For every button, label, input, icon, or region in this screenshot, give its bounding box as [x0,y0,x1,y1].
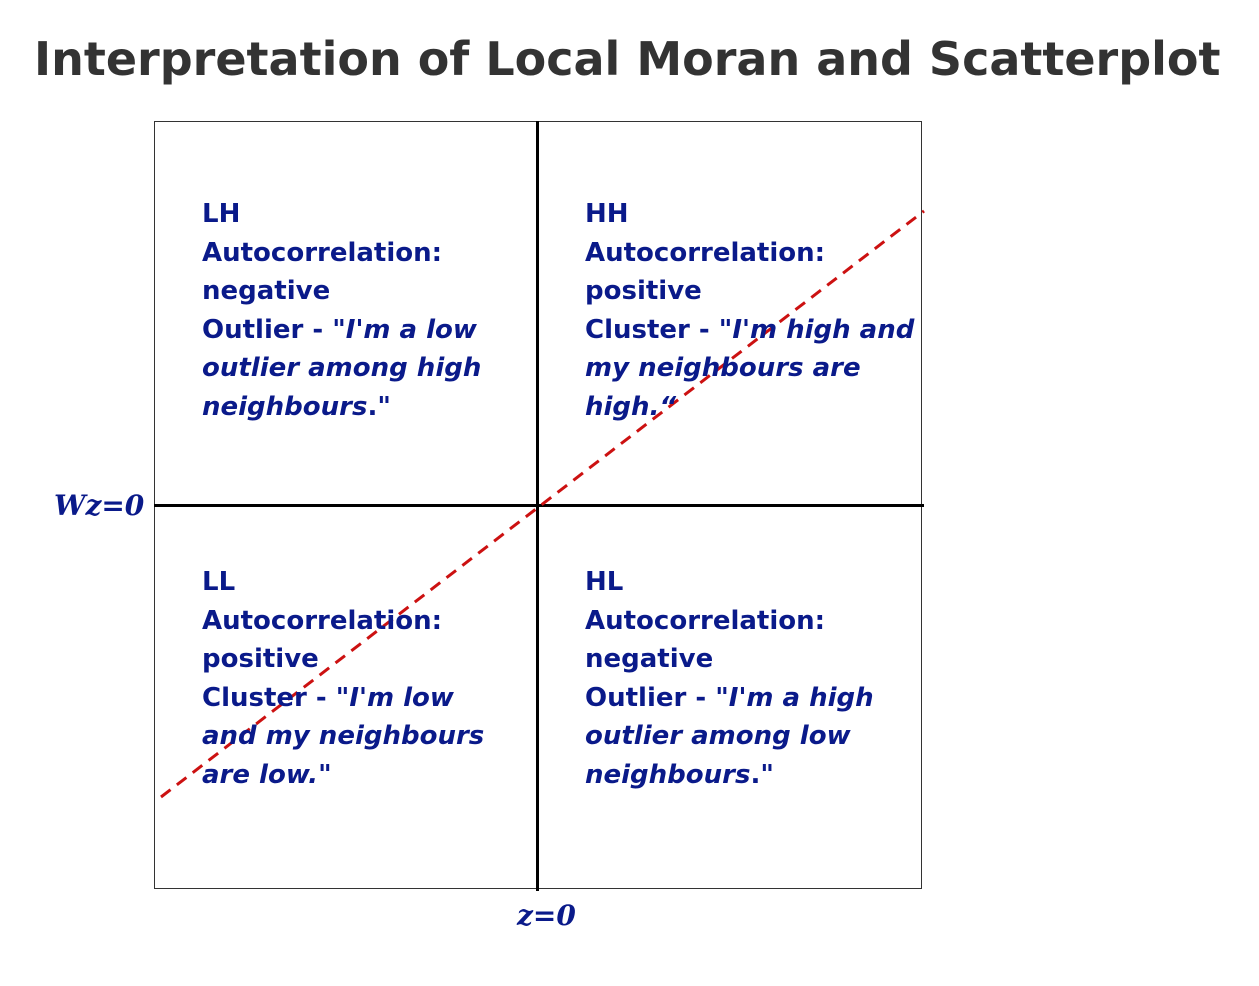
quadrant-hl-quote-3: neighbours [585,759,751,790]
quadrant-lh-type-line: Outlier - "I'm a low [202,311,522,350]
quadrant-hh-quote-3: high.“ [585,391,677,422]
quadrant-hl-code: HL [585,567,624,597]
quadrant-hl-quote-end: . [750,759,761,790]
quadrant-hl-type: Outlier - " [585,682,729,713]
quadrant-hh-type-line: Cluster - "I'm high and [585,311,914,350]
quadrant-lh-quote-3: neighbours [202,391,368,422]
quadrant-lh-autocorrelation: Autocorrelation: [202,237,443,268]
quadrant-ll-code: LL [202,567,236,597]
quadrant-lh-quote-line-3: neighbours." [202,391,391,422]
x-axis-label: z=0 [517,899,576,932]
quadrant-hl-autocorrelation: Autocorrelation: [585,605,826,636]
quadrant-hl-sign: negative [585,644,714,674]
quadrant-hl-type-line: Outlier - "I'm a high [585,679,905,718]
quadrant-ll-quote-2: and my neighbours [202,721,485,751]
quadrant-lh-type: Outlier - " [202,314,346,345]
quadrant-hh-sign: positive [585,276,702,306]
quadrant-lh-quote-1: I'm a low [345,314,477,345]
y-axis-label: Wz=0 [54,489,145,522]
quadrant-ll: LL Autocorrelation: positive Cluster - "… [202,563,522,794]
quadrant-lh-quote-2: outlier among high [202,353,482,383]
quadrant-hh-quote-2: my neighbours are [585,353,861,383]
quadrant-lh-quote-end: . [367,391,378,422]
quadrant-hl-quote-1: I'm a high [728,682,874,713]
quadrant-ll-quote-line-3: are low." [202,759,332,790]
quadrant-hl-quote-line-3: neighbours." [585,759,774,790]
horizontal-axis-wz0 [154,504,924,507]
quadrant-ll-sign: positive [202,644,319,674]
quadrant-ll-quote-1: I'm low [349,682,454,713]
quadrant-hl-quote-2: outlier among low [585,721,851,751]
quadrant-ll-type: Cluster - " [202,682,350,713]
quadrant-ll-autocorrelation: Autocorrelation: [202,605,443,636]
quadrant-lh: LH Autocorrelation: negative Outlier - "… [202,195,522,426]
quadrant-hh-quote-1: I'm high and [732,314,915,345]
quadrant-hh: HH Autocorrelation: positive Cluster - "… [585,195,914,426]
quadrant-hh-type: Cluster - " [585,314,733,345]
quadrant-ll-type-line: Cluster - "I'm low [202,679,522,718]
quadrant-hl: HL Autocorrelation: negative Outlier - "… [585,563,905,794]
quadrant-lh-sign: negative [202,276,331,306]
page-title: Interpretation of Local Moran and Scatte… [34,32,1221,86]
quadrant-ll-quote-3: are low. [202,759,319,790]
quadrant-hh-autocorrelation: Autocorrelation: [585,237,826,268]
quadrant-hh-code: HH [585,199,629,229]
quadrant-lh-code: LH [202,199,241,229]
